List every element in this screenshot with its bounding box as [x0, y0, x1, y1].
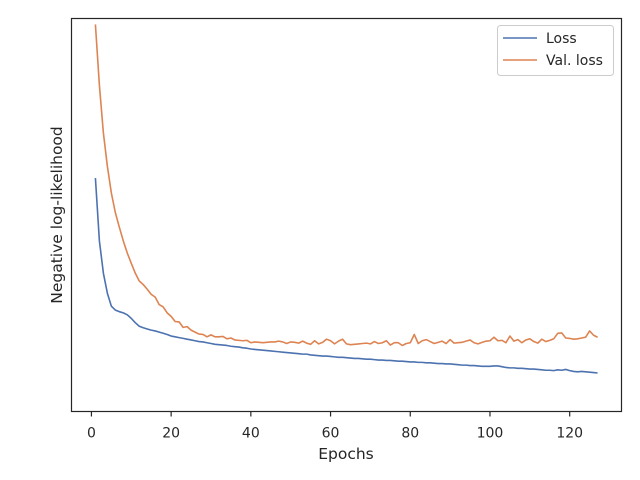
x-tick-label: 0: [87, 426, 96, 442]
legend-label-val-loss: Val. loss: [546, 53, 603, 69]
x-tick-label: 60: [322, 426, 340, 442]
plot-area-frame: [70, 17, 623, 413]
x-tick-label: 20: [162, 426, 180, 442]
series-layer: [94, 24, 598, 374]
x-tick-label: 80: [401, 426, 419, 442]
legend-label-loss: Loss: [546, 31, 577, 47]
y-axis-label: Negative log-likelihood: [48, 126, 66, 304]
x-axis-ticks: 0 20 40 60 80 100 120: [87, 411, 583, 442]
x-axis-label: Epochs: [318, 445, 374, 463]
x-tick-label: 120: [556, 426, 583, 442]
series-line-val-loss: [94, 24, 598, 347]
x-tick-label: 40: [242, 426, 260, 442]
legend: Loss Val. loss: [497, 25, 614, 76]
x-tick-label: 100: [477, 426, 504, 442]
series-line-loss: [94, 178, 598, 374]
